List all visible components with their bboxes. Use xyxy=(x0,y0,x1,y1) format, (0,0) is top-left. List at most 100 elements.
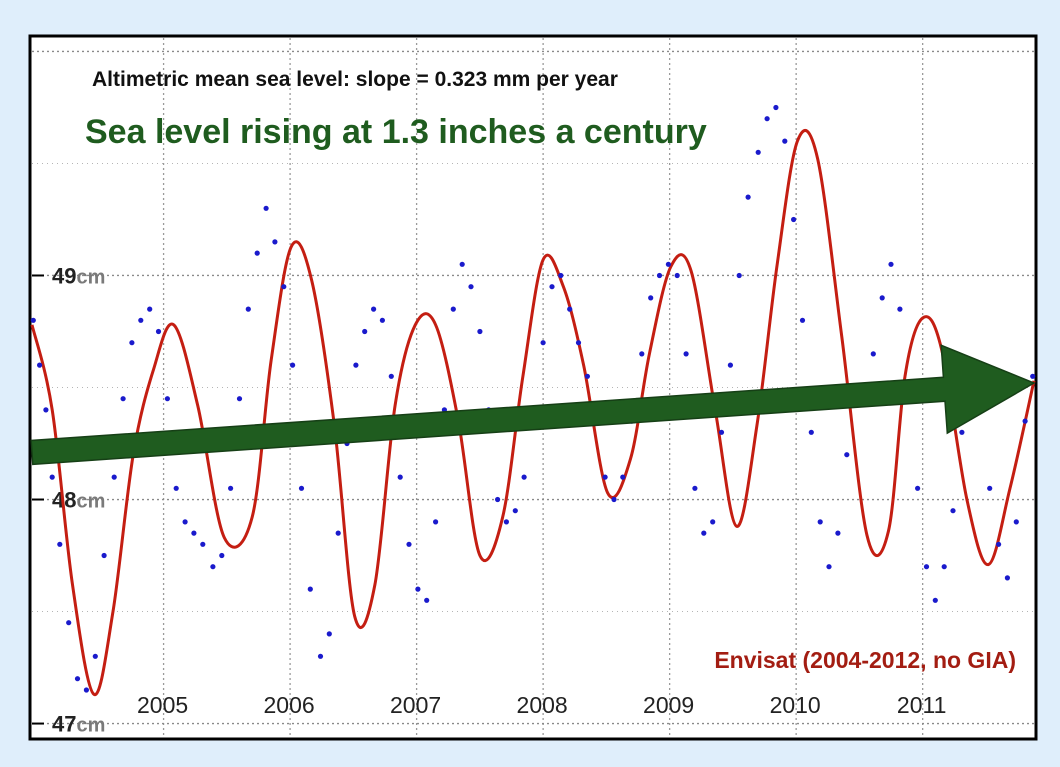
y-tick-number: 47 xyxy=(52,712,76,737)
data-point xyxy=(959,429,965,435)
data-point xyxy=(503,519,509,525)
data-point xyxy=(326,631,332,637)
data-point xyxy=(915,485,921,491)
x-tick-label: 2009 xyxy=(643,692,694,718)
data-point xyxy=(37,362,43,368)
y-tick-label: 47cm xyxy=(52,712,105,737)
data-point xyxy=(101,552,107,559)
data-point xyxy=(129,340,135,346)
data-point xyxy=(424,597,430,603)
data-point xyxy=(415,586,421,592)
data-point xyxy=(379,317,385,323)
data-point xyxy=(718,429,725,435)
data-point xyxy=(272,239,278,245)
data-point xyxy=(710,519,716,525)
data-point xyxy=(835,530,841,536)
data-point xyxy=(683,351,689,357)
data-point xyxy=(200,541,206,547)
data-point xyxy=(49,474,55,480)
data-point xyxy=(764,116,770,122)
data-point xyxy=(164,396,170,402)
data-points-group xyxy=(30,104,1036,693)
chart-title: Altimetric mean sea level: slope = 0.323… xyxy=(92,68,618,91)
data-point xyxy=(459,261,465,267)
chart-subtitle: Sea level rising at 1.3 inches a century xyxy=(85,113,707,151)
data-point xyxy=(298,485,305,491)
data-point xyxy=(1030,373,1036,379)
data-point xyxy=(281,284,287,290)
data-point xyxy=(182,519,188,525)
data-point xyxy=(245,306,251,312)
data-point xyxy=(191,530,197,536)
data-point xyxy=(611,496,617,503)
y-tick-label: 49cm xyxy=(52,263,105,288)
data-point xyxy=(254,250,260,256)
data-point xyxy=(173,485,179,491)
x-tick-label: 2005 xyxy=(137,692,188,718)
data-point xyxy=(987,485,993,491)
data-point xyxy=(567,306,573,312)
data-point xyxy=(155,328,162,335)
data-point xyxy=(755,149,761,155)
data-point xyxy=(950,508,956,514)
data-point xyxy=(468,284,474,290)
data-point xyxy=(450,306,456,312)
data-point xyxy=(57,541,63,547)
data-point xyxy=(602,474,608,480)
data-point xyxy=(584,373,591,379)
data-point xyxy=(236,396,243,402)
data-point xyxy=(1004,575,1011,581)
data-point xyxy=(870,351,876,357)
x-tick-label: 2008 xyxy=(517,692,568,718)
x-tick-label: 2010 xyxy=(770,692,821,718)
y-tick-number: 49 xyxy=(52,263,76,288)
data-point xyxy=(1013,519,1019,525)
data-point xyxy=(736,272,742,279)
data-point xyxy=(817,519,823,525)
data-point xyxy=(406,541,412,547)
data-point xyxy=(888,261,894,267)
data-point xyxy=(120,396,126,402)
data-point xyxy=(512,508,518,514)
x-tick-label: 2011 xyxy=(897,692,946,718)
data-point xyxy=(263,205,269,211)
y-tick-unit: cm xyxy=(76,715,105,737)
data-point xyxy=(353,362,359,368)
data-point xyxy=(228,485,234,491)
data-point xyxy=(745,194,751,200)
data-point xyxy=(147,306,153,312)
data-point xyxy=(335,530,341,536)
data-point xyxy=(799,317,806,323)
data-point xyxy=(495,496,501,503)
data-point xyxy=(290,362,296,368)
data-point xyxy=(433,519,439,525)
data-point xyxy=(692,485,698,491)
data-point xyxy=(210,564,216,570)
data-point xyxy=(43,407,49,413)
data-point xyxy=(540,340,546,346)
data-point xyxy=(665,261,672,267)
x-tick-label: 2007 xyxy=(390,692,441,718)
data-point xyxy=(74,676,81,682)
data-point xyxy=(92,653,98,659)
y-tick-label: 48cm xyxy=(52,488,105,513)
data-point xyxy=(620,474,626,480)
data-point xyxy=(521,474,527,480)
data-point xyxy=(844,452,850,458)
data-point xyxy=(558,272,564,279)
fit-curve-line xyxy=(30,128,1036,696)
data-point xyxy=(897,306,903,312)
data-point xyxy=(773,104,779,111)
x-tick-label: 2006 xyxy=(264,692,315,718)
data-point xyxy=(656,272,663,279)
data-point xyxy=(317,653,324,659)
data-point xyxy=(996,541,1002,547)
data-point xyxy=(83,687,89,693)
data-point xyxy=(879,295,885,301)
data-point xyxy=(932,597,938,603)
y-tick-unit: cm xyxy=(76,266,105,288)
y-tick-unit: cm xyxy=(76,491,105,513)
data-point xyxy=(30,317,36,323)
data-point xyxy=(648,295,654,301)
